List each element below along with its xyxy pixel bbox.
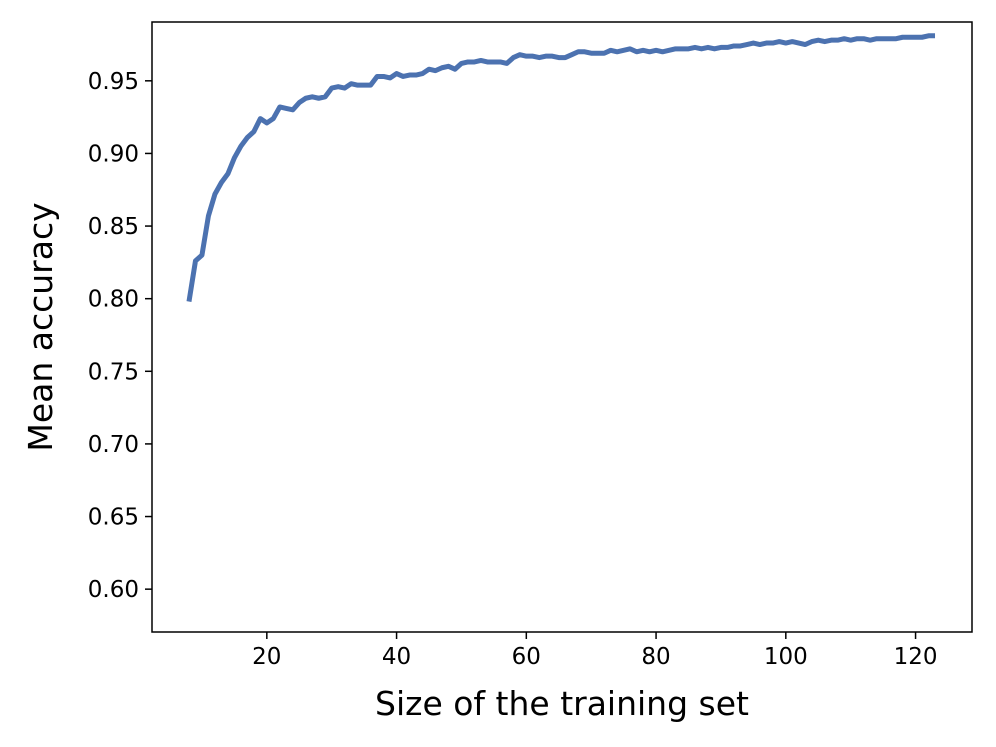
plot-area-background xyxy=(152,22,972,632)
y-tick-label: 0.75 xyxy=(88,359,139,385)
y-tick-label: 0.60 xyxy=(88,577,139,603)
ticks-layer: 20 40 60 80 100 120 0.60 0.65 0.70 0.75 0.80 0.85 0.… xyxy=(88,69,938,670)
x-tick-label: 120 xyxy=(894,644,938,670)
x-tick-label: 100 xyxy=(764,644,808,670)
plot-area-frame xyxy=(151,21,973,633)
x-axis-title: Size of the training set xyxy=(375,684,749,723)
series-layer xyxy=(186,33,936,302)
y-tick-label: 0.90 xyxy=(88,141,139,167)
y-tick-label: 0.80 xyxy=(88,287,139,313)
x-tick-label: 20 xyxy=(252,644,281,670)
y-tick-label: 0.85 xyxy=(88,214,139,240)
y-tick-label: 0.65 xyxy=(88,505,139,531)
x-tick-label: 80 xyxy=(641,644,670,670)
x-tick-label: 40 xyxy=(382,644,411,670)
series-line-accuracy xyxy=(186,33,936,302)
y-tick-label: 0.95 xyxy=(88,69,139,95)
y-axis-title: Mean accuracy xyxy=(21,202,60,451)
y-tick-label: 0.70 xyxy=(88,432,139,458)
x-tick-label: 60 xyxy=(512,644,541,670)
